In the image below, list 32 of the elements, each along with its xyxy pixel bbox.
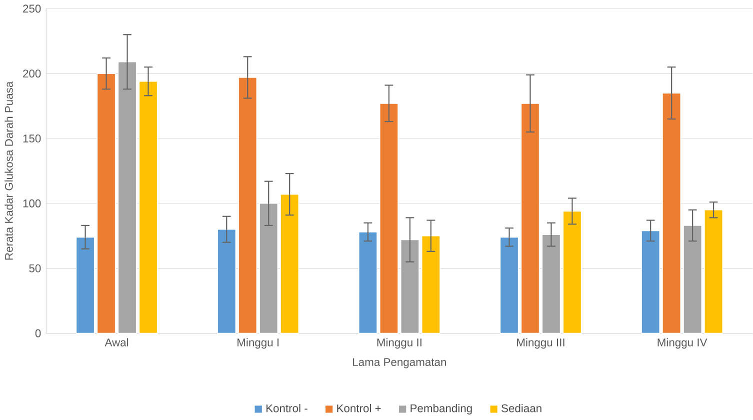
bar (280, 194, 300, 334)
bar (238, 77, 258, 334)
legend-label: Kontrol + (337, 404, 381, 412)
bar (217, 229, 236, 334)
bar (379, 103, 398, 334)
x-tick-label: Minggu II (377, 338, 422, 349)
bar (76, 236, 95, 334)
x-tick-label: Minggu I (238, 338, 279, 349)
legend-label: Kontrol - (266, 404, 308, 412)
bar (96, 73, 116, 334)
bar (400, 239, 420, 334)
y-tick-label: 0 (35, 329, 41, 338)
x-axis-title: Lama Pengamatan (353, 358, 446, 368)
y-tick-label: 200 (23, 70, 41, 78)
bar (662, 92, 682, 334)
bar (259, 203, 278, 334)
legend-label: Pembanding (410, 404, 472, 415)
bar (683, 225, 702, 334)
x-tick-label: Minggu IV (658, 338, 708, 349)
bar (641, 230, 660, 334)
y-tick-label: 150 (23, 134, 41, 143)
bar (421, 236, 440, 334)
x-tick-label: Awal (104, 338, 128, 346)
bar (358, 232, 378, 334)
y-tick-label: 250 (23, 4, 41, 13)
x-tick-label: Minggu III (517, 338, 564, 349)
bar (704, 210, 724, 334)
y-axis-title: Rerata Kadar Glukosa Darah Puasa (4, 81, 13, 260)
bar (562, 210, 582, 334)
y-tick-label: 100 (23, 200, 41, 208)
y-tick-label: 50 (29, 264, 41, 272)
legend-label: Sediaan (502, 404, 542, 412)
